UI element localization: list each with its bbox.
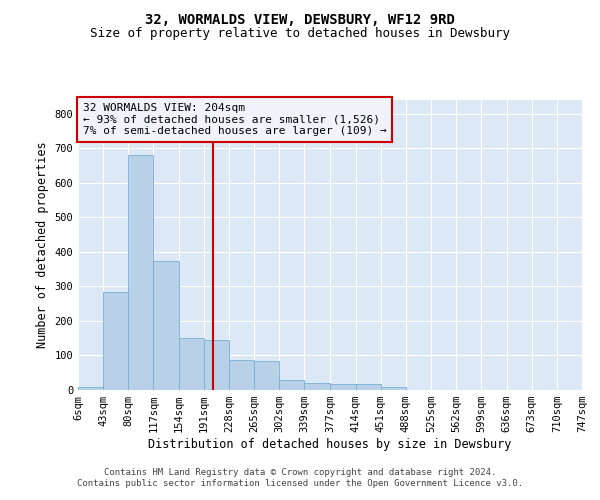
Bar <box>154 260 179 390</box>
Bar <box>179 338 204 390</box>
Bar <box>356 384 380 390</box>
Bar <box>331 384 356 390</box>
Text: 32 WORMALDS VIEW: 204sqm
← 93% of detached houses are smaller (1,526)
7% of semi: 32 WORMALDS VIEW: 204sqm ← 93% of detach… <box>83 103 387 136</box>
Bar <box>380 386 406 390</box>
Text: Contains HM Land Registry data © Crown copyright and database right 2024.
Contai: Contains HM Land Registry data © Crown c… <box>77 468 523 487</box>
Bar <box>204 340 229 390</box>
Bar <box>254 360 280 390</box>
Bar <box>229 360 254 390</box>
Bar <box>128 155 154 390</box>
Bar <box>280 380 304 390</box>
X-axis label: Distribution of detached houses by size in Dewsbury: Distribution of detached houses by size … <box>148 438 512 451</box>
Text: Size of property relative to detached houses in Dewsbury: Size of property relative to detached ho… <box>90 28 510 40</box>
Bar <box>304 383 329 390</box>
Bar <box>103 292 128 390</box>
Text: 32, WORMALDS VIEW, DEWSBURY, WF12 9RD: 32, WORMALDS VIEW, DEWSBURY, WF12 9RD <box>145 12 455 26</box>
Bar <box>78 387 103 390</box>
Y-axis label: Number of detached properties: Number of detached properties <box>36 142 49 348</box>
